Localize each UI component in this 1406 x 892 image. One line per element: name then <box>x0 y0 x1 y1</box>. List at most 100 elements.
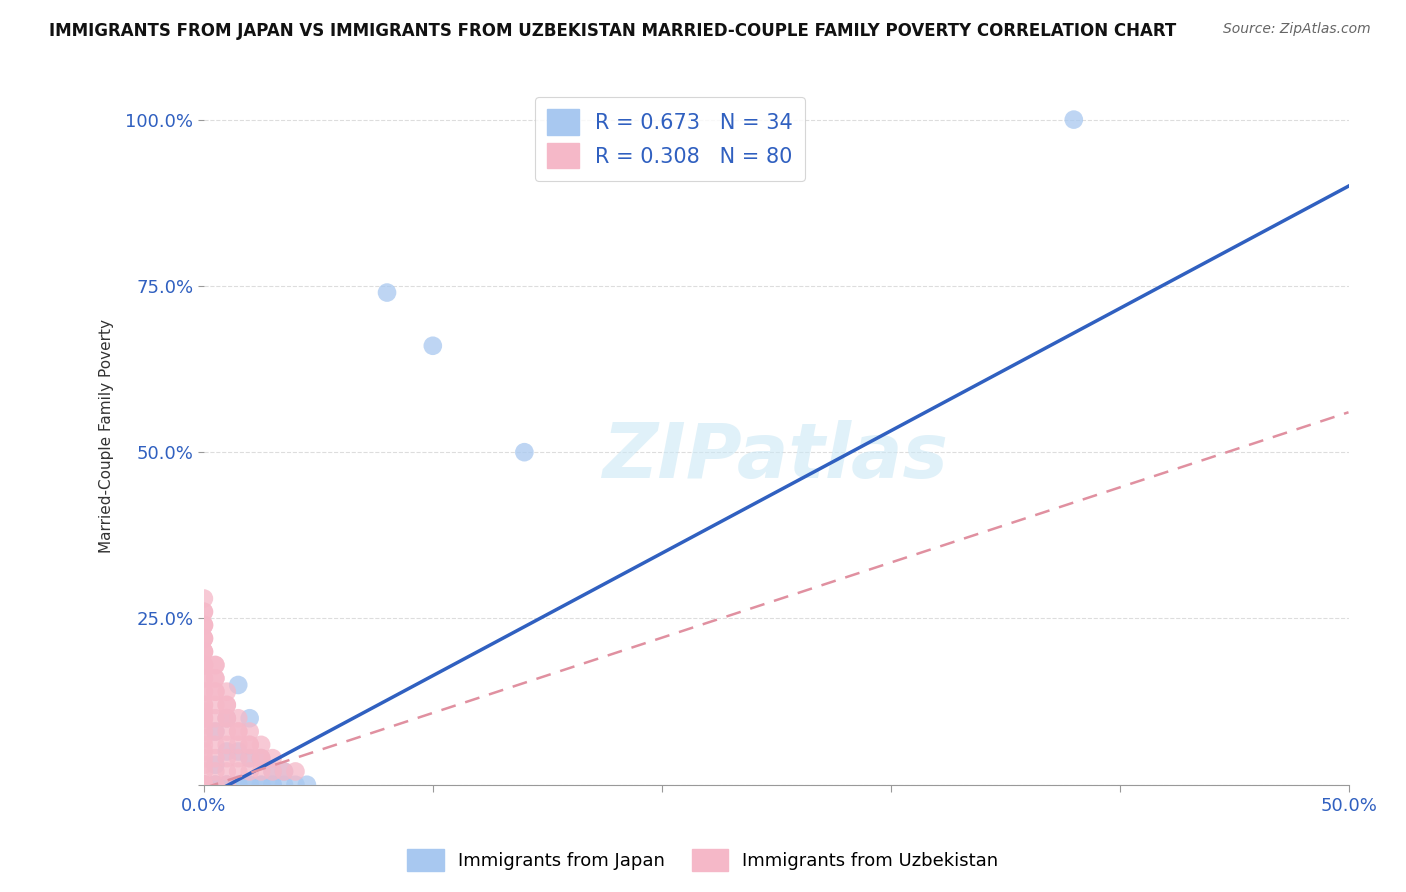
Point <box>193 778 215 792</box>
Point <box>193 671 215 685</box>
Point <box>215 778 238 792</box>
Point <box>226 751 249 765</box>
Point <box>193 757 215 772</box>
Point <box>215 711 238 725</box>
Point <box>193 778 215 792</box>
Text: IMMIGRANTS FROM JAPAN VS IMMIGRANTS FROM UZBEKISTAN MARRIED-COUPLE FAMILY POVERT: IMMIGRANTS FROM JAPAN VS IMMIGRANTS FROM… <box>49 22 1177 40</box>
Point <box>239 751 262 765</box>
Point <box>239 738 262 752</box>
Point <box>239 751 262 765</box>
Point <box>193 778 215 792</box>
Point <box>215 684 238 698</box>
Point <box>250 751 273 765</box>
Legend: R = 0.673   N = 34, R = 0.308   N = 80: R = 0.673 N = 34, R = 0.308 N = 80 <box>534 96 806 181</box>
Point <box>513 445 536 459</box>
Point <box>250 751 273 765</box>
Point <box>193 705 215 719</box>
Point <box>250 778 273 792</box>
Point <box>193 751 215 765</box>
Point <box>193 671 215 685</box>
Point <box>262 764 284 779</box>
Point <box>193 738 215 752</box>
Point <box>1063 112 1085 127</box>
Text: ZIPatlas: ZIPatlas <box>603 419 949 493</box>
Point <box>193 778 215 792</box>
Point <box>215 778 238 792</box>
Point <box>204 711 226 725</box>
Point <box>215 744 238 758</box>
Point <box>204 698 226 712</box>
Point <box>262 751 284 765</box>
Point <box>239 764 262 779</box>
Point <box>193 632 215 646</box>
Point <box>215 738 238 752</box>
Point <box>204 684 226 698</box>
Point <box>193 618 215 632</box>
Point <box>215 764 238 779</box>
Point <box>226 764 249 779</box>
Point <box>204 778 226 792</box>
Point <box>204 671 226 685</box>
Point <box>193 698 215 712</box>
Point <box>193 778 215 792</box>
Point <box>193 744 215 758</box>
Point <box>284 778 307 792</box>
Point <box>215 778 238 792</box>
Point <box>204 671 226 685</box>
Point <box>226 778 249 792</box>
Point <box>204 764 226 779</box>
Point <box>193 605 215 619</box>
Point <box>239 778 262 792</box>
Point <box>193 778 215 792</box>
Text: Source: ZipAtlas.com: Source: ZipAtlas.com <box>1223 22 1371 37</box>
Point <box>193 711 215 725</box>
Point <box>193 778 215 792</box>
Point <box>262 764 284 779</box>
Y-axis label: Married-Couple Family Poverty: Married-Couple Family Poverty <box>100 318 114 552</box>
Point <box>262 778 284 792</box>
Point <box>215 724 238 739</box>
Point <box>193 684 215 698</box>
Point <box>215 711 238 725</box>
Point <box>295 778 318 792</box>
Point <box>193 645 215 659</box>
Point <box>215 698 238 712</box>
Point <box>193 658 215 673</box>
Point <box>193 764 215 779</box>
Point <box>193 731 215 746</box>
Point <box>193 645 215 659</box>
Point <box>193 605 215 619</box>
Point <box>204 751 226 765</box>
Point <box>226 724 249 739</box>
Point <box>193 658 215 673</box>
Point <box>273 764 295 779</box>
Point <box>193 632 215 646</box>
Legend: Immigrants from Japan, Immigrants from Uzbekistan: Immigrants from Japan, Immigrants from U… <box>401 842 1005 879</box>
Point <box>273 778 295 792</box>
Point <box>193 591 215 606</box>
Point <box>215 711 238 725</box>
Point <box>226 724 249 739</box>
Point <box>226 738 249 752</box>
Point <box>193 778 215 792</box>
Point <box>193 724 215 739</box>
Point <box>193 618 215 632</box>
Point <box>226 744 249 758</box>
Point <box>273 764 295 779</box>
Point <box>239 724 262 739</box>
Point <box>204 658 226 673</box>
Point <box>193 778 215 792</box>
Point <box>204 738 226 752</box>
Point <box>204 757 226 772</box>
Point <box>239 711 262 725</box>
Point <box>204 724 226 739</box>
Point <box>250 764 273 779</box>
Point <box>215 698 238 712</box>
Point <box>193 711 215 725</box>
Point <box>262 778 284 792</box>
Point <box>204 724 226 739</box>
Point <box>193 632 215 646</box>
Point <box>204 778 226 792</box>
Point <box>204 778 226 792</box>
Point <box>193 778 215 792</box>
